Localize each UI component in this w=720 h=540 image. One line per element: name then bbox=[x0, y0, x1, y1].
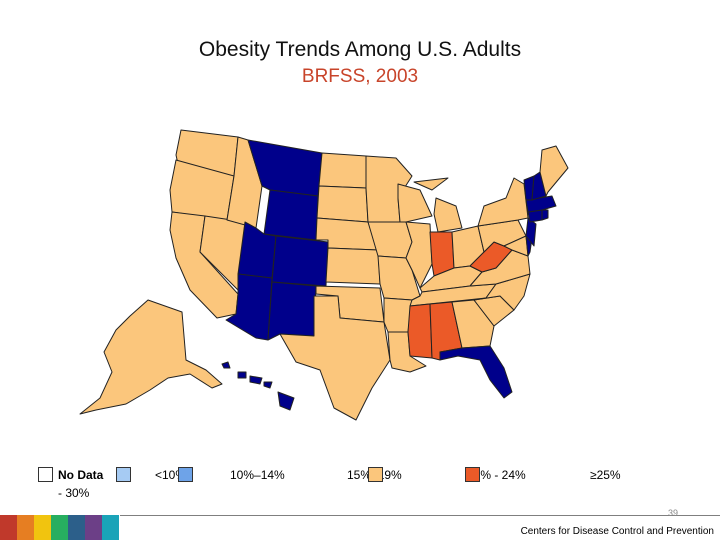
credit-text: Centers for Disease Control and Preventi… bbox=[520, 526, 714, 537]
state-WI bbox=[397, 183, 433, 223]
legend-swatch-lt10 bbox=[116, 467, 131, 482]
state-TX bbox=[279, 295, 391, 421]
state-CO bbox=[271, 235, 329, 287]
state-AR bbox=[383, 297, 413, 333]
footer-bar-segment bbox=[51, 515, 68, 540]
footer-bar-segment bbox=[85, 515, 102, 540]
legend-wrap-text: - 30% bbox=[58, 486, 90, 500]
page-number: 39 bbox=[667, 508, 678, 518]
state-GA bbox=[451, 299, 495, 349]
legend-label-no-data: No Data bbox=[58, 468, 104, 482]
footer-bar-segment bbox=[34, 515, 51, 540]
legend-swatch-15-19 bbox=[368, 467, 383, 482]
state-MS bbox=[407, 303, 433, 359]
state-KS bbox=[325, 247, 381, 285]
state-WY bbox=[263, 189, 319, 241]
footer-bar-segment bbox=[102, 515, 119, 540]
legend-label-10-14: 10%–14% bbox=[230, 468, 285, 482]
footer-color-bar bbox=[0, 515, 720, 540]
legend-label-20-24: 20% - 24% bbox=[467, 468, 526, 482]
state-ND bbox=[318, 152, 367, 189]
footer-bar-segment bbox=[68, 515, 85, 540]
map-title: Obesity Trends Among U.S. Adults bbox=[198, 38, 522, 61]
state-ME bbox=[539, 145, 569, 197]
legend-label-gte25: ≥25% bbox=[590, 468, 621, 482]
state-NJ bbox=[525, 217, 537, 247]
footer-rule bbox=[120, 515, 720, 516]
state-IL bbox=[405, 221, 433, 289]
state-NY bbox=[477, 177, 529, 227]
footer-bar-segment bbox=[17, 515, 34, 540]
legend-swatch-20-24 bbox=[465, 467, 480, 482]
legend-swatch-10-14 bbox=[178, 467, 193, 482]
state-NM bbox=[267, 281, 317, 341]
state-SD bbox=[316, 185, 369, 223]
legend-swatch-no-data bbox=[38, 467, 53, 482]
state-FL bbox=[439, 345, 513, 399]
state-MI bbox=[413, 177, 463, 233]
state-HI bbox=[221, 361, 295, 411]
state-AK bbox=[79, 299, 223, 415]
state-RI bbox=[541, 209, 549, 221]
map-subtitle: BRFSS, 2003 bbox=[301, 66, 419, 87]
footer-bar-segment bbox=[0, 515, 17, 540]
